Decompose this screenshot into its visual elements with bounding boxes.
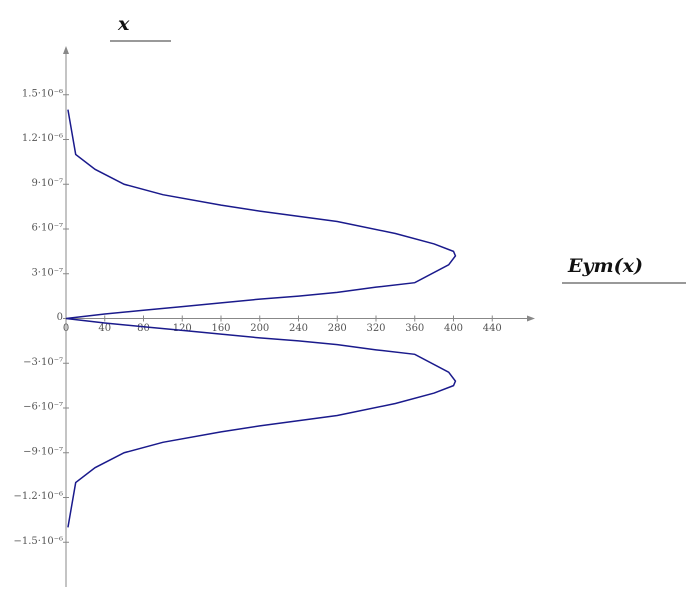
y-tick-label: 3·10⁻⁷ [31,267,63,278]
y-tick-label: −3·10⁻⁷ [23,357,63,368]
x-tick-label: 440 [483,323,502,334]
x-tick-label: 120 [173,323,192,334]
x-tick-label: 400 [444,323,463,334]
x-tick-label: 0 [63,323,69,334]
y-axis-title: x [117,13,130,35]
x-tick-label: 240 [289,323,308,334]
x-axis-arrow [527,315,535,322]
y-axis-arrow [63,46,69,54]
x-tick-label: 320 [366,323,385,334]
x-tick-label: 80 [137,323,150,334]
x-tick-label: 360 [405,323,424,334]
x-tick-label: 280 [328,323,347,334]
y-tick-label: −9·10⁻⁷ [23,446,63,457]
y-tick-label: −1.2·10⁻⁶ [14,491,63,502]
y-tick-label: 1.2·10⁻⁶ [22,133,63,144]
x-tick-label: 160 [211,323,230,334]
curve [65,109,457,528]
y-tick-label: −6·10⁻⁷ [23,402,63,413]
x-axis-title: Eym(x) [567,255,643,277]
y-tick-label: 6·10⁻⁷ [31,223,63,234]
y-tick-label: 9·10⁻⁷ [31,178,63,189]
y-tick-label: −1.5·10⁻⁶ [14,536,63,547]
x-tick-label: 40 [98,323,111,334]
y-tick-label: 0 [57,312,63,323]
y-tick-label: 1.5·10⁻⁶ [22,88,63,99]
x-tick-label: 200 [250,323,269,334]
